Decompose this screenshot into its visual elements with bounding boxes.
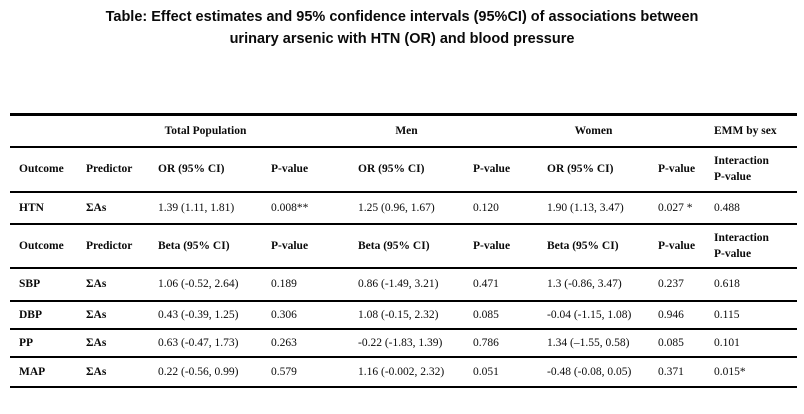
interaction-pvalue-cell: 0.488	[714, 201, 740, 214]
pvalue-cell-women: 0.027 *	[658, 201, 693, 214]
col-header-interaction-pvalue: Interaction P-value	[714, 231, 769, 260]
pvalue-cell-total: 0.008**	[271, 201, 309, 214]
estimate-cell-men: 1.25 (0.96, 1.67)	[358, 201, 435, 214]
predictor-cell: ΣAs	[86, 336, 107, 349]
estimate-cell-women: -0.48 (-0.08, 0.05)	[547, 365, 632, 378]
estimate-cell-total: 0.43 (-0.39, 1.25)	[158, 308, 239, 321]
interaction-pvalue-cell: 0.115	[714, 308, 740, 321]
col-header-predictor: Predictor	[86, 239, 133, 252]
group-header-row: Total Population Men Women EMM by sex	[10, 115, 797, 147]
estimate-cell-total: 0.63 (-0.47, 1.73)	[158, 336, 239, 349]
col-header-pvalue-total: P-value	[271, 239, 309, 252]
pvalue-cell-women: 0.371	[658, 365, 684, 378]
interaction-pvalue-cell: 0.101	[714, 336, 740, 349]
estimate-cell-total: 1.06 (-0.52, 2.64)	[158, 278, 239, 290]
or-header-row: Outcome Predictor OR (95% CI) P-value OR…	[10, 147, 797, 192]
col-header-beta-men: Beta (95% CI)	[358, 239, 430, 252]
pvalue-cell-men: 0.471	[473, 278, 499, 290]
estimate-cell-total: 0.22 (-0.56, 0.99)	[158, 365, 239, 378]
pvalue-cell-men: 0.085	[473, 308, 499, 321]
pvalue-cell-total: 0.579	[271, 365, 297, 378]
row-label-sbp: SBP	[19, 278, 41, 290]
table-container: Total Population Men Women EMM by sex Ou…	[10, 113, 797, 388]
table-row-map: MAP ΣAs 0.22 (-0.56, 0.99) 0.579 1.16 (-…	[10, 357, 797, 387]
predictor-cell: ΣAs	[86, 278, 107, 290]
pvalue-cell-men: 0.051	[473, 365, 499, 378]
group-header-spacer	[10, 115, 77, 147]
interaction-pvalue-cell: 0.618	[714, 278, 740, 290]
pvalue-cell-men: 0.786	[473, 336, 499, 349]
predictor-cell: ΣAs	[86, 365, 107, 378]
group-header-total-population: Total Population	[164, 124, 247, 137]
pvalue-cell-women: 0.237	[658, 278, 684, 290]
col-header-outcome: Outcome	[19, 163, 64, 175]
estimate-cell-men: -0.22 (-1.83, 1.39)	[358, 336, 443, 349]
row-label-pp: PP	[19, 336, 34, 349]
group-header-spacer	[77, 115, 149, 147]
group-header-women: Women	[574, 124, 613, 137]
pvalue-cell-women: 0.085	[658, 336, 684, 349]
table-row-sbp: SBP ΣAs 1.06 (-0.52, 2.64) 0.189 0.86 (-…	[10, 268, 797, 301]
col-header-or-men: OR (95% CI)	[358, 163, 425, 175]
row-label-map: MAP	[19, 365, 46, 378]
col-header-outcome: Outcome	[19, 239, 64, 252]
col-header-beta-women: Beta (95% CI)	[547, 239, 619, 252]
table-caption: Table: Effect estimates and 95% confiden…	[0, 6, 804, 50]
pvalue-cell-total: 0.189	[271, 278, 297, 290]
table-row-dbp: DBP ΣAs 0.43 (-0.39, 1.25) 0.306 1.08 (-…	[10, 301, 797, 329]
pvalue-cell-men: 0.120	[473, 201, 499, 214]
pvalue-cell-women: 0.946	[658, 308, 684, 321]
estimate-cell-women: 1.34 (–1.55, 0.58)	[547, 336, 630, 349]
table-row-htn: HTN ΣAs 1.39 (1.11, 1.81) 0.008** 1.25 (…	[10, 192, 797, 224]
group-header-men: Men	[395, 124, 418, 137]
estimate-cell-men: 1.16 (-0.002, 2.32)	[358, 365, 445, 378]
col-header-pvalue-women: P-value	[658, 239, 696, 252]
beta-header-row: Outcome Predictor Beta (95% CI) P-value …	[10, 224, 797, 268]
pvalue-cell-total: 0.263	[271, 336, 297, 349]
estimate-cell-men: 1.08 (-0.15, 2.32)	[358, 308, 439, 321]
results-table: Total Population Men Women EMM by sex Ou…	[10, 113, 797, 388]
estimate-cell-men: 0.86 (-1.49, 3.21)	[358, 278, 439, 290]
col-header-interaction-pvalue: Interaction P-value	[714, 155, 769, 183]
group-header-spacer	[262, 115, 349, 147]
col-header-pvalue-total: P-value	[271, 163, 309, 175]
table-caption-line-2: urinary arsenic with HTN (OR) and blood …	[229, 31, 575, 47]
pvalue-cell-total: 0.306	[271, 308, 297, 321]
group-header-spacer	[464, 115, 538, 147]
table-caption-line-1: Table: Effect estimates and 95% confiden…	[105, 9, 699, 25]
col-header-pvalue-men: P-value	[473, 163, 511, 175]
predictor-cell: ΣAs	[86, 308, 107, 321]
group-header-spacer	[649, 115, 705, 147]
interaction-pvalue-cell: 0.015*	[714, 365, 746, 378]
table-row-pp: PP ΣAs 0.63 (-0.47, 1.73) 0.263 -0.22 (-…	[10, 329, 797, 357]
col-header-beta-total: Beta (95% CI)	[158, 239, 230, 252]
col-header-or-women: OR (95% CI)	[547, 163, 614, 175]
estimate-cell-total: 1.39 (1.11, 1.81)	[158, 201, 235, 214]
row-label-htn: HTN	[19, 201, 44, 214]
col-header-pvalue-women: P-value	[658, 163, 696, 175]
col-header-pvalue-men: P-value	[473, 239, 511, 252]
col-header-or-total: OR (95% CI)	[158, 163, 225, 175]
row-label-dbp: DBP	[19, 308, 42, 321]
estimate-cell-women: 1.3 (-0.86, 3.47)	[547, 278, 622, 290]
predictor-cell: ΣAs	[86, 201, 107, 214]
group-header-emm-by-sex: EMM by sex	[714, 124, 777, 137]
estimate-cell-women: 1.90 (1.13, 3.47)	[547, 201, 624, 214]
estimate-cell-women: -0.04 (-1.15, 1.08)	[547, 308, 632, 321]
col-header-predictor: Predictor	[86, 163, 133, 175]
